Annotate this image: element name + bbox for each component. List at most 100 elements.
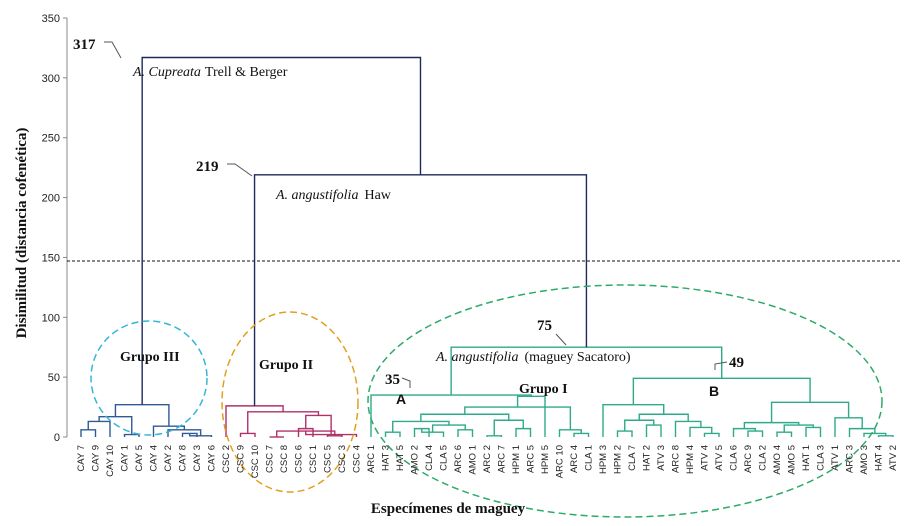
angustifolia-genus: A. angustifolia <box>275 188 358 203</box>
y-tick-label: 100 <box>42 312 60 324</box>
leaf-label: ATV 2 <box>888 445 899 471</box>
node-75-label: 75 <box>537 318 552 334</box>
y-tick-label: 300 <box>42 73 60 85</box>
dendrogram-merge-link <box>486 435 503 437</box>
leaf-label: AMO 5 <box>787 445 798 475</box>
dendrogram-merge-link <box>516 395 546 437</box>
leaf-label: HAT 1 <box>801 445 812 471</box>
leaf-label: AMO 1 <box>468 445 479 475</box>
node-35-label: 35 <box>385 372 400 388</box>
angustifolia-annotation: A. angustifolia Haw <box>275 188 392 203</box>
dendrogram-merge-link <box>645 424 662 437</box>
leaf-label: CAY 7 <box>76 445 87 472</box>
dendrogram-merge-link <box>141 56 422 405</box>
leaf-label: HPM 1 <box>511 445 522 474</box>
y-tick-label: 50 <box>48 372 60 384</box>
dendrogram-merge-link <box>326 435 343 437</box>
dendrogram-merge-link <box>783 424 814 433</box>
group-i-label: Grupo I <box>519 382 568 397</box>
dendrogram-merge-link <box>305 431 358 437</box>
dendrogram-merge-link <box>573 432 590 437</box>
cupreata-author: Trell & Berger <box>205 65 288 80</box>
leaf-label: CLA 3 <box>816 445 827 471</box>
dendrogram-merge-link <box>114 403 170 427</box>
leaf-label: CLA 4 <box>424 445 435 471</box>
dendrogram-merge-link <box>863 432 887 437</box>
leaf-label: CSC 7 <box>265 445 276 473</box>
dendrogram-merge-link <box>80 429 97 437</box>
node-35-leader <box>401 377 411 388</box>
node-49-label: 49 <box>729 355 744 371</box>
cupreata-genus: A. Cupreata <box>132 65 201 80</box>
leaf-label: CAY 10 <box>105 445 116 477</box>
leaf-label: CLA 6 <box>729 445 740 471</box>
group-iii-ellipse <box>90 320 208 436</box>
group-ii-label: Grupo II <box>259 358 313 373</box>
leaf-label: CSC 1 <box>308 445 319 473</box>
dendrogram-merge-link <box>225 405 284 437</box>
leaf-label: ARC 10 <box>555 445 566 478</box>
leaf-label: CAY 5 <box>134 445 145 472</box>
leaf-labels: CAY 7 CAY 9 CAY 10 CAY 1 CAY 5 CAY 4 CAY 2 CAY … <box>76 445 899 478</box>
dendrogram-merge-link <box>689 426 713 437</box>
leaf-label: HAT 4 <box>874 445 885 471</box>
leaf-label: AMO 4 <box>772 445 783 475</box>
leaf-label: ARC 3 <box>845 445 856 473</box>
leaf-label: AMO 3 <box>859 445 870 475</box>
dendrogram-merge-link <box>189 433 213 437</box>
leaf-label: CAY 4 <box>149 445 160 472</box>
leaf-label: HPM 2 <box>613 445 624 474</box>
leaf-label: CAY 9 <box>91 445 102 472</box>
leaf-label: CAY 6 <box>207 445 218 472</box>
leaf-label: CLA 5 <box>439 445 450 471</box>
sacatoro-annotation: A. angustifolia (maguey Sacatoro) <box>435 350 631 365</box>
leaf-label: ARC 6 <box>453 445 464 473</box>
leaf-label: CSC 8 <box>279 445 290 473</box>
y-axis-title: Disimilitud (distancia cofenética) <box>14 128 30 339</box>
dendrogram-merge-link <box>770 401 850 423</box>
node-317-label: 317 <box>73 37 96 53</box>
y-tick-label: 350 <box>42 13 60 25</box>
sacatoro-common-name: (maguey Sacatoro) <box>524 350 630 365</box>
leaf-label: HAT 5 <box>395 445 406 471</box>
leaf-label: CSC 9 <box>236 445 247 473</box>
angustifolia-author: Haw <box>364 188 391 203</box>
dendrogram-merge-link <box>392 420 450 433</box>
y-tick-label: 200 <box>42 193 60 205</box>
cupreata-annotation: A. Cupreata Trell & Berger <box>132 65 288 80</box>
dendrogram-merge-link <box>674 420 702 437</box>
leaf-label: AMO 2 <box>410 445 421 475</box>
leaf-label: HAT 3 <box>381 445 392 471</box>
leaf-label: CLA 2 <box>758 445 769 471</box>
leaf-label: CAY 3 <box>192 445 203 472</box>
dendrogram-merge-link <box>776 431 793 437</box>
dendrogram-merge-link <box>431 424 466 433</box>
y-tick-label: 250 <box>42 133 60 145</box>
leaf-label: ATV 1 <box>830 445 841 471</box>
dendrogram-merge-link <box>384 431 401 437</box>
leaf-label: ARC 5 <box>526 445 537 473</box>
dendrogram-merge-link <box>616 430 633 437</box>
leaf-label: ARC 1 <box>366 445 377 473</box>
leaf-label: HPM 5 <box>540 445 551 474</box>
dendrogram-merge-link <box>747 430 764 437</box>
dendrogram-merge-link <box>834 417 863 437</box>
dendrogram-merge-link <box>732 427 756 437</box>
dendrogram-merge-link <box>239 432 256 437</box>
leaf-label: ARC 7 <box>497 445 508 473</box>
subcluster-a-label: A <box>396 391 406 407</box>
leaf-label: CSC 4 <box>352 445 363 473</box>
leaf-label: CSC 10 <box>250 445 261 478</box>
y-tick-label: 0 <box>54 432 60 444</box>
leaf-label: CAY 8 <box>178 445 189 472</box>
dendrogram-merge-link <box>877 435 894 437</box>
leaf-label: CSC 2 <box>221 445 232 473</box>
dendrogram-merge-link <box>276 430 336 437</box>
dendrogram-branches <box>80 56 894 438</box>
dendrogram-merge-link <box>464 406 572 430</box>
dendrogram-merge-link <box>515 427 532 437</box>
leaf-label: CSC 6 <box>294 445 305 473</box>
leaf-label: CLA 1 <box>584 445 595 471</box>
dendrogram-merge-link <box>123 433 140 437</box>
group-ellipses <box>90 284 883 518</box>
